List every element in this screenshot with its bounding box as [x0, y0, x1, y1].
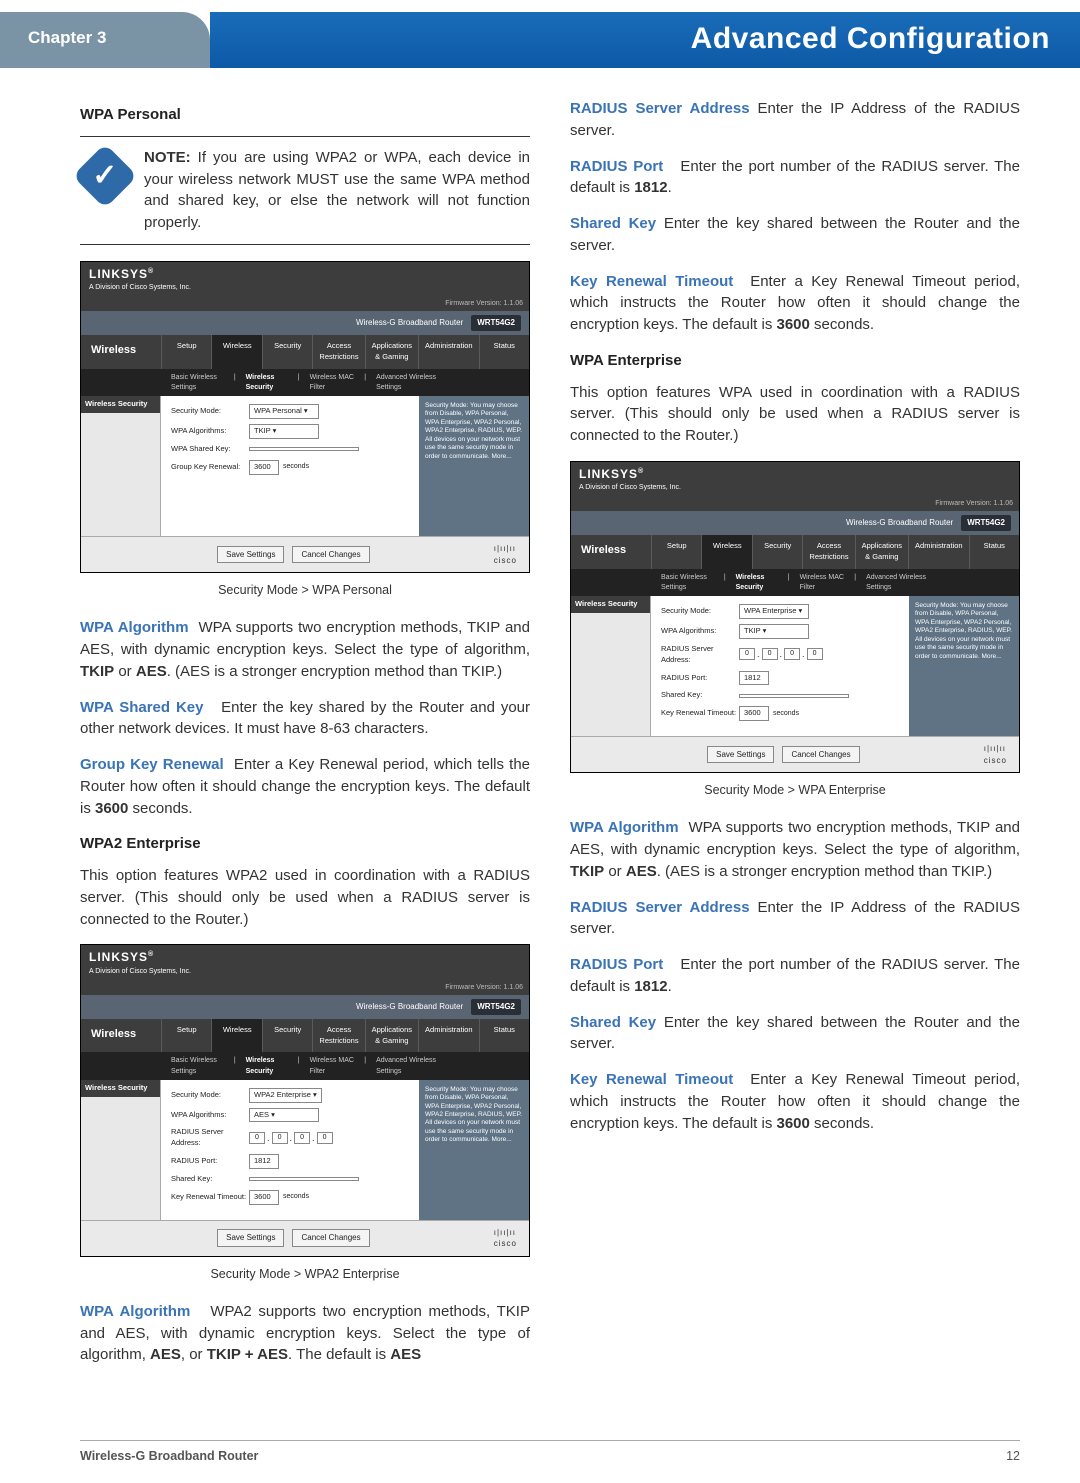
router-screenshot-wpa2-enterprise: LINKSYS®A Division of Cisco Systems, Inc…: [80, 944, 530, 1256]
p-shared-key: Shared Key Enter the key shared between …: [570, 213, 1020, 257]
tab-apps[interactable]: Applications & Gaming: [365, 335, 418, 369]
cancel-changes-button[interactable]: Cancel Changes: [292, 546, 369, 564]
note-text: NOTE: If you are using WPA2 or WPA, each…: [144, 147, 530, 234]
wpa-algo-select[interactable]: TKIP ▾: [739, 624, 809, 639]
right-column: RADIUS Server Address Enter the IP Addre…: [570, 98, 1020, 1380]
p-radius-server-2: RADIUS Server Address Enter the IP Addre…: [570, 897, 1020, 941]
page-header: Chapter 3 Advanced Configuration: [0, 12, 1080, 68]
router-side: Wireless Security: [81, 396, 161, 536]
cancel-changes-button[interactable]: Cancel Changes: [782, 746, 859, 764]
router-form: Security Mode:WPA Personal ▾ WPA Algorit…: [161, 396, 419, 536]
shared-key-input[interactable]: [249, 447, 359, 451]
save-settings-button[interactable]: Save Settings: [707, 746, 774, 764]
radius-port-input[interactable]: 1812: [739, 671, 769, 686]
section-wpa2-enterprise: WPA2 Enterprise: [80, 833, 530, 855]
section-wpa-personal: WPA Personal: [80, 104, 530, 126]
page-footer: Wireless-G Broadband Router 12: [80, 1440, 1020, 1463]
checkmark-icon: ✓: [72, 143, 137, 208]
p-radius-server: RADIUS Server Address Enter the IP Addre…: [570, 98, 1020, 142]
tab-access[interactable]: Access Restrictions: [312, 335, 364, 369]
tab-security[interactable]: Security: [262, 335, 312, 369]
caption-wpa-personal: Security Mode > WPA Personal: [80, 581, 530, 599]
p-wpa-algorithm-2: WPA Algorithm WPA supports two encryptio…: [570, 817, 1020, 882]
save-settings-button[interactable]: Save Settings: [217, 546, 284, 564]
caption-wpa-enterprise: Security Mode > WPA Enterprise: [570, 781, 1020, 799]
p-group-key-renewal: Group Key Renewal Enter a Key Renewal pe…: [80, 754, 530, 819]
radius-port-input[interactable]: 1812: [249, 1154, 279, 1169]
router-subtabs: Basic Wireless Settings| Wireless Securi…: [81, 370, 529, 396]
save-settings-button[interactable]: Save Settings: [217, 1229, 284, 1247]
page-number: 12: [1006, 1449, 1020, 1463]
shared-key-input[interactable]: [739, 694, 849, 698]
p-wpa-algorithm: WPA Algorithm WPA supports two encryptio…: [80, 617, 530, 682]
router-model: WRT54G2: [471, 315, 521, 331]
security-mode-select[interactable]: WPA Personal ▾: [249, 404, 319, 419]
page-title: Advanced Configuration: [210, 12, 1080, 68]
note-body: If you are using WPA2 or WPA, each devic…: [144, 149, 530, 231]
tab-wireless[interactable]: Wireless: [211, 335, 261, 369]
left-column: WPA Personal ✓ NOTE: If you are using WP…: [80, 98, 530, 1380]
cisco-logo: ı|ıı|ııcisco: [494, 543, 517, 566]
security-mode-select[interactable]: WPA2 Enterprise ▾: [249, 1088, 322, 1103]
page-body: WPA Personal ✓ NOTE: If you are using WP…: [0, 68, 1080, 1410]
wpa-algo-select[interactable]: AES ▾: [249, 1108, 319, 1123]
radius-ip-input[interactable]: 0.0.0.0: [249, 1132, 333, 1145]
note-label: NOTE:: [144, 149, 191, 166]
timeout-input[interactable]: 3600: [249, 1190, 279, 1205]
p-key-renewal: Key Renewal Timeout Enter a Key Renewal …: [570, 271, 1020, 336]
tab-status[interactable]: Status: [479, 335, 529, 369]
p-wpa-shared-key: WPA Shared Key Enter the key shared by t…: [80, 697, 530, 741]
timeout-input[interactable]: 3600: [739, 706, 769, 721]
shared-key-input[interactable]: [249, 1177, 359, 1181]
section-wpa-enterprise: WPA Enterprise: [570, 350, 1020, 372]
tab-admin[interactable]: Administration: [418, 335, 479, 369]
p-shared-key-2: Shared Key Enter the key shared between …: [570, 1012, 1020, 1056]
p-wpa-ent-intro: This option features WPA used in coordin…: [570, 382, 1020, 447]
router-title-bar: Wireless-G Broadband Router WRT54G2: [81, 311, 529, 335]
router-screenshot-wpa-enterprise: LINKSYS®A Division of Cisco Systems, Inc…: [570, 461, 1020, 773]
router-firmware: Firmware Version: 1.1.06: [81, 297, 529, 311]
router-main-tab: Wireless: [81, 335, 161, 369]
p-key-renewal-2: Key Renewal Timeout Enter a Key Renewal …: [570, 1069, 1020, 1134]
security-mode-select[interactable]: WPA Enterprise ▾: [739, 604, 809, 619]
p-radius-port: RADIUS Port Enter the port number of the…: [570, 156, 1020, 200]
p-radius-port-2: RADIUS Port Enter the port number of the…: [570, 954, 1020, 998]
radius-ip-input[interactable]: 0.0.0.0: [739, 648, 823, 661]
renewal-input[interactable]: 3600: [249, 460, 279, 475]
router-brand: LINKSYS® A Division of Cisco Systems, In…: [81, 262, 529, 298]
tab-setup[interactable]: Setup: [161, 335, 211, 369]
router-screenshot-wpa-personal: LINKSYS® A Division of Cisco Systems, In…: [80, 261, 530, 573]
router-tabs: Wireless Setup Wireless Security Access …: [81, 335, 529, 370]
chapter-tab: Chapter 3: [0, 12, 210, 68]
note-box: ✓ NOTE: If you are using WPA2 or WPA, ea…: [80, 136, 530, 245]
caption-wpa2-enterprise: Security Mode > WPA2 Enterprise: [80, 1265, 530, 1283]
p-wpa2-algorithm: WPA Algorithm WPA2 supports two encrypti…: [80, 1301, 530, 1366]
wpa-algo-select[interactable]: TKIP ▾: [249, 424, 319, 439]
p-wpa2-ent-intro: This option features WPA2 used in coordi…: [80, 865, 530, 930]
router-help: Security Mode: You may choose from Disab…: [419, 396, 529, 536]
footer-product: Wireless-G Broadband Router: [80, 1449, 258, 1463]
cancel-changes-button[interactable]: Cancel Changes: [292, 1229, 369, 1247]
